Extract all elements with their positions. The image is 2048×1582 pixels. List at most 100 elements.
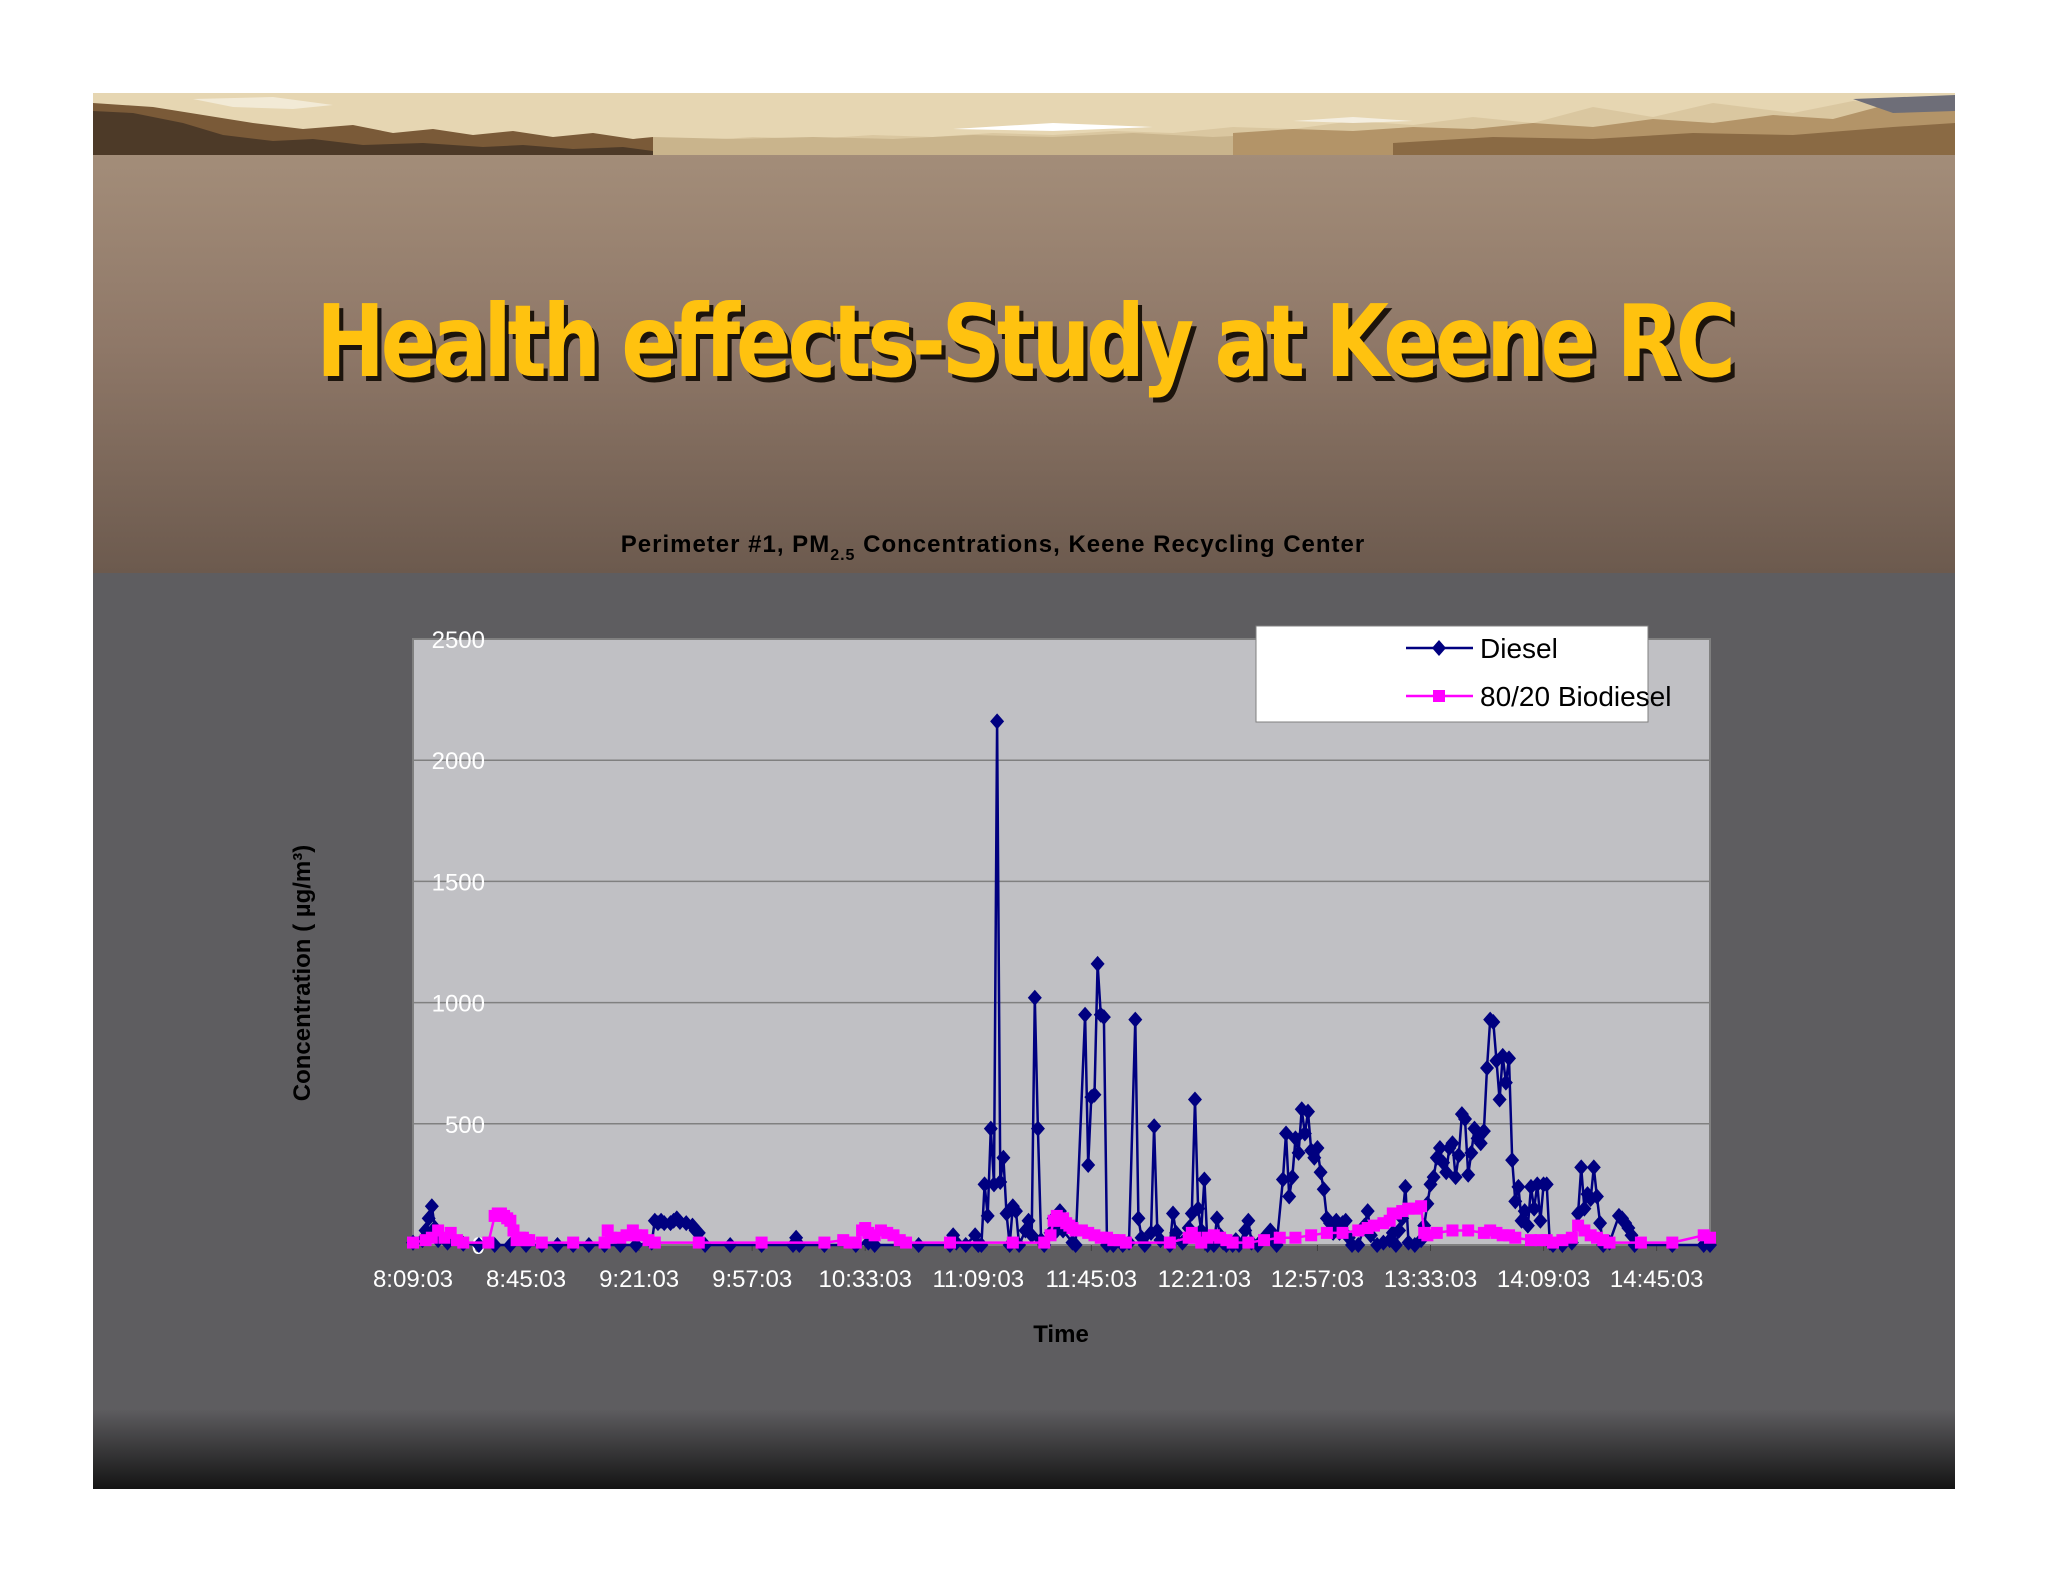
diesel-point bbox=[990, 713, 1005, 730]
diesel-point bbox=[1473, 1135, 1488, 1152]
diesel-point bbox=[1068, 1237, 1083, 1253]
diesel-point bbox=[911, 1237, 926, 1253]
slide-title: Health effects-Study at Keene RC bbox=[316, 283, 1736, 400]
diesel-point bbox=[1241, 1212, 1256, 1229]
diesel-point bbox=[1458, 1110, 1473, 1127]
legend: Diesel 80/20 Biodiesel bbox=[1255, 625, 1671, 723]
80-20-biodiesel-point bbox=[604, 1231, 617, 1244]
80-20-biodiesel-point bbox=[457, 1236, 470, 1249]
80-20-biodiesel-point bbox=[1367, 1219, 1380, 1232]
legend-box bbox=[1255, 625, 1649, 723]
diesel-point bbox=[958, 1237, 973, 1253]
80-20-biodiesel-point bbox=[648, 1236, 661, 1249]
diesel-point bbox=[1498, 1074, 1513, 1091]
80-20-biodiesel-point bbox=[1565, 1231, 1578, 1244]
diesel-point bbox=[1078, 1006, 1093, 1023]
diesel-point bbox=[1313, 1164, 1328, 1181]
diesel-point bbox=[1282, 1188, 1297, 1205]
80-20-biodiesel-point bbox=[1666, 1236, 1679, 1249]
chart-title-main: Perimeter #1, PM bbox=[621, 531, 830, 558]
diesel-point bbox=[977, 1176, 992, 1193]
diesel-point bbox=[1131, 1210, 1146, 1227]
diesel-point bbox=[1081, 1157, 1096, 1174]
diesel-point bbox=[1398, 1178, 1413, 1195]
chart-title-rest: Concentrations, Keene Recycling Center bbox=[855, 531, 1365, 558]
diesel-point bbox=[1539, 1176, 1554, 1193]
diesel-point bbox=[1187, 1091, 1202, 1108]
80-20-biodiesel-point bbox=[1352, 1224, 1365, 1237]
diesel-point bbox=[723, 1237, 738, 1253]
80-20-biodiesel-point bbox=[1320, 1226, 1333, 1239]
plot-area bbox=[413, 639, 1710, 1245]
80-20-biodiesel-point bbox=[1289, 1231, 1302, 1244]
x-tick-label: 14:09:03 bbox=[1497, 1266, 1590, 1293]
diesel-point bbox=[1511, 1178, 1526, 1195]
80-20-biodiesel-point bbox=[849, 1236, 862, 1249]
chart-title-subscript: 2.5 bbox=[830, 547, 855, 564]
diesel-point bbox=[1316, 1181, 1331, 1198]
80-20-biodiesel-point bbox=[1006, 1236, 1019, 1249]
diesel-point bbox=[1480, 1060, 1495, 1077]
bottom-shade bbox=[93, 1409, 1955, 1489]
diesel-point bbox=[1197, 1171, 1212, 1188]
x-tick-label: 11:45:03 bbox=[1046, 1266, 1138, 1293]
y-axis-title: Concentration ( µg/m³) bbox=[289, 845, 316, 1101]
diesel-point bbox=[1027, 989, 1042, 1006]
diesel-point bbox=[1502, 1050, 1517, 1067]
80-20-biodiesel-point bbox=[1556, 1234, 1569, 1247]
diesel-point bbox=[983, 1120, 998, 1137]
diesel-point bbox=[974, 1237, 989, 1253]
series-80-20-biodiesel bbox=[407, 1200, 1716, 1249]
diesel-point bbox=[1448, 1169, 1463, 1186]
pm25-line-chart: Perimeter #1, PM2.5 Concentrations, Keen… bbox=[289, 531, 1717, 1348]
y-tick-label: 1000 bbox=[432, 991, 485, 1018]
80-20-biodiesel-point bbox=[482, 1236, 495, 1249]
chart-title: Perimeter #1, PM2.5 Concentrations, Keen… bbox=[621, 531, 1365, 564]
diesel-point bbox=[1338, 1212, 1353, 1229]
diesel-point bbox=[1285, 1169, 1300, 1186]
diesel-point bbox=[1527, 1200, 1542, 1217]
x-tick-label: 8:09:03 bbox=[373, 1266, 453, 1293]
80-20-biodiesel-point bbox=[1509, 1231, 1522, 1244]
x-tick-label: 13:33:03 bbox=[1384, 1266, 1477, 1293]
80-20-biodiesel-point bbox=[1336, 1226, 1349, 1239]
80-20-biodiesel-point bbox=[1415, 1200, 1428, 1213]
80-20-biodiesel-point bbox=[1226, 1236, 1239, 1249]
x-axis-ticks: 8:09:03 8:45:03 9:21:03 9:57:03 10:33:03 11:0… bbox=[373, 1245, 1703, 1293]
diesel-point bbox=[1209, 1210, 1224, 1227]
diesel-point bbox=[1275, 1171, 1290, 1188]
80-20-biodiesel-point bbox=[944, 1236, 957, 1249]
80-20-biodiesel-point bbox=[1273, 1231, 1286, 1244]
diesel-point bbox=[1291, 1144, 1306, 1161]
80-20-biodiesel-point bbox=[1421, 1229, 1434, 1242]
y-tick-label: 2000 bbox=[432, 748, 485, 775]
diesel-point bbox=[1492, 1091, 1507, 1108]
80-20-biodiesel-point bbox=[1430, 1226, 1443, 1239]
diesel-point bbox=[792, 1237, 807, 1253]
diesel-point bbox=[1351, 1237, 1366, 1253]
80-20-biodiesel-point bbox=[1462, 1224, 1475, 1237]
series-layer bbox=[406, 713, 1717, 1253]
landscape-banner bbox=[93, 93, 1955, 155]
80-20-biodiesel-point bbox=[1242, 1236, 1255, 1249]
80-20-biodiesel-point bbox=[523, 1234, 536, 1247]
80-20-biodiesel-point bbox=[1258, 1234, 1271, 1247]
legend-marker-80-20-biodiesel bbox=[1433, 690, 1445, 702]
diesel-point bbox=[1426, 1169, 1441, 1186]
80-20-biodiesel-point bbox=[1305, 1229, 1318, 1242]
x-tick-label: 9:21:03 bbox=[599, 1266, 679, 1293]
diesel-point bbox=[1517, 1203, 1532, 1220]
diesel-point bbox=[1030, 1120, 1045, 1137]
gridlines bbox=[413, 759, 1710, 1125]
y-tick-label: 1500 bbox=[432, 869, 485, 896]
y-tick-label: 500 bbox=[445, 1112, 485, 1139]
80-20-biodiesel-point bbox=[535, 1236, 548, 1249]
diesel-point bbox=[1128, 1011, 1143, 1028]
diesel-point bbox=[1445, 1135, 1460, 1152]
diesel-point bbox=[1147, 1118, 1162, 1135]
x-tick-label: 10:33:03 bbox=[819, 1266, 912, 1293]
diesel-point bbox=[424, 1198, 439, 1215]
diesel-point bbox=[1461, 1166, 1476, 1183]
80-20-biodiesel-point bbox=[1163, 1236, 1176, 1249]
80-20-biodiesel-point bbox=[407, 1236, 419, 1249]
